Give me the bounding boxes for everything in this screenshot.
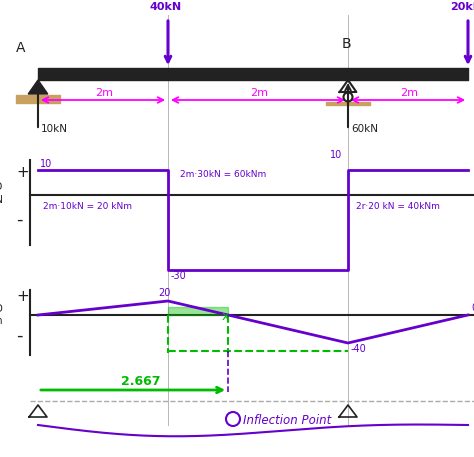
Text: SFD: SFD — [0, 182, 3, 192]
Text: 10: 10 — [40, 159, 52, 169]
Text: 40kN: 40kN — [150, 2, 182, 12]
Text: B: B — [342, 37, 352, 51]
Text: 2m·30kN = 60kNm: 2m·30kN = 60kNm — [180, 170, 266, 179]
Polygon shape — [28, 80, 48, 94]
Text: 0: 0 — [471, 303, 474, 313]
Text: BMD: BMD — [0, 304, 3, 314]
Text: -40: -40 — [351, 344, 367, 354]
Text: A: A — [16, 41, 26, 55]
Text: 2m·10kN = 20 kNm: 2m·10kN = 20 kNm — [43, 202, 132, 211]
Text: -: - — [16, 327, 22, 345]
Text: x: x — [222, 310, 229, 323]
Text: -: - — [16, 211, 22, 229]
Text: 10: 10 — [330, 150, 342, 160]
Text: +: + — [16, 289, 29, 304]
Text: -30: -30 — [171, 271, 187, 281]
Text: 2m: 2m — [250, 88, 268, 98]
Text: 2r·20 kN = 40kNm: 2r·20 kN = 40kNm — [356, 202, 440, 211]
Text: Inflection Point: Inflection Point — [243, 414, 331, 427]
Text: 2m: 2m — [95, 88, 113, 98]
Text: 2.667: 2.667 — [121, 375, 161, 388]
Polygon shape — [168, 307, 228, 315]
Text: 10kN: 10kN — [41, 124, 68, 134]
Text: 60kN: 60kN — [351, 124, 378, 134]
Text: kN: kN — [0, 195, 3, 205]
Text: 2m: 2m — [400, 88, 418, 98]
Text: +: + — [16, 165, 29, 180]
Text: 20kN: 20kN — [450, 2, 474, 12]
Text: kNm: kNm — [0, 316, 3, 326]
Text: 20: 20 — [158, 288, 170, 298]
